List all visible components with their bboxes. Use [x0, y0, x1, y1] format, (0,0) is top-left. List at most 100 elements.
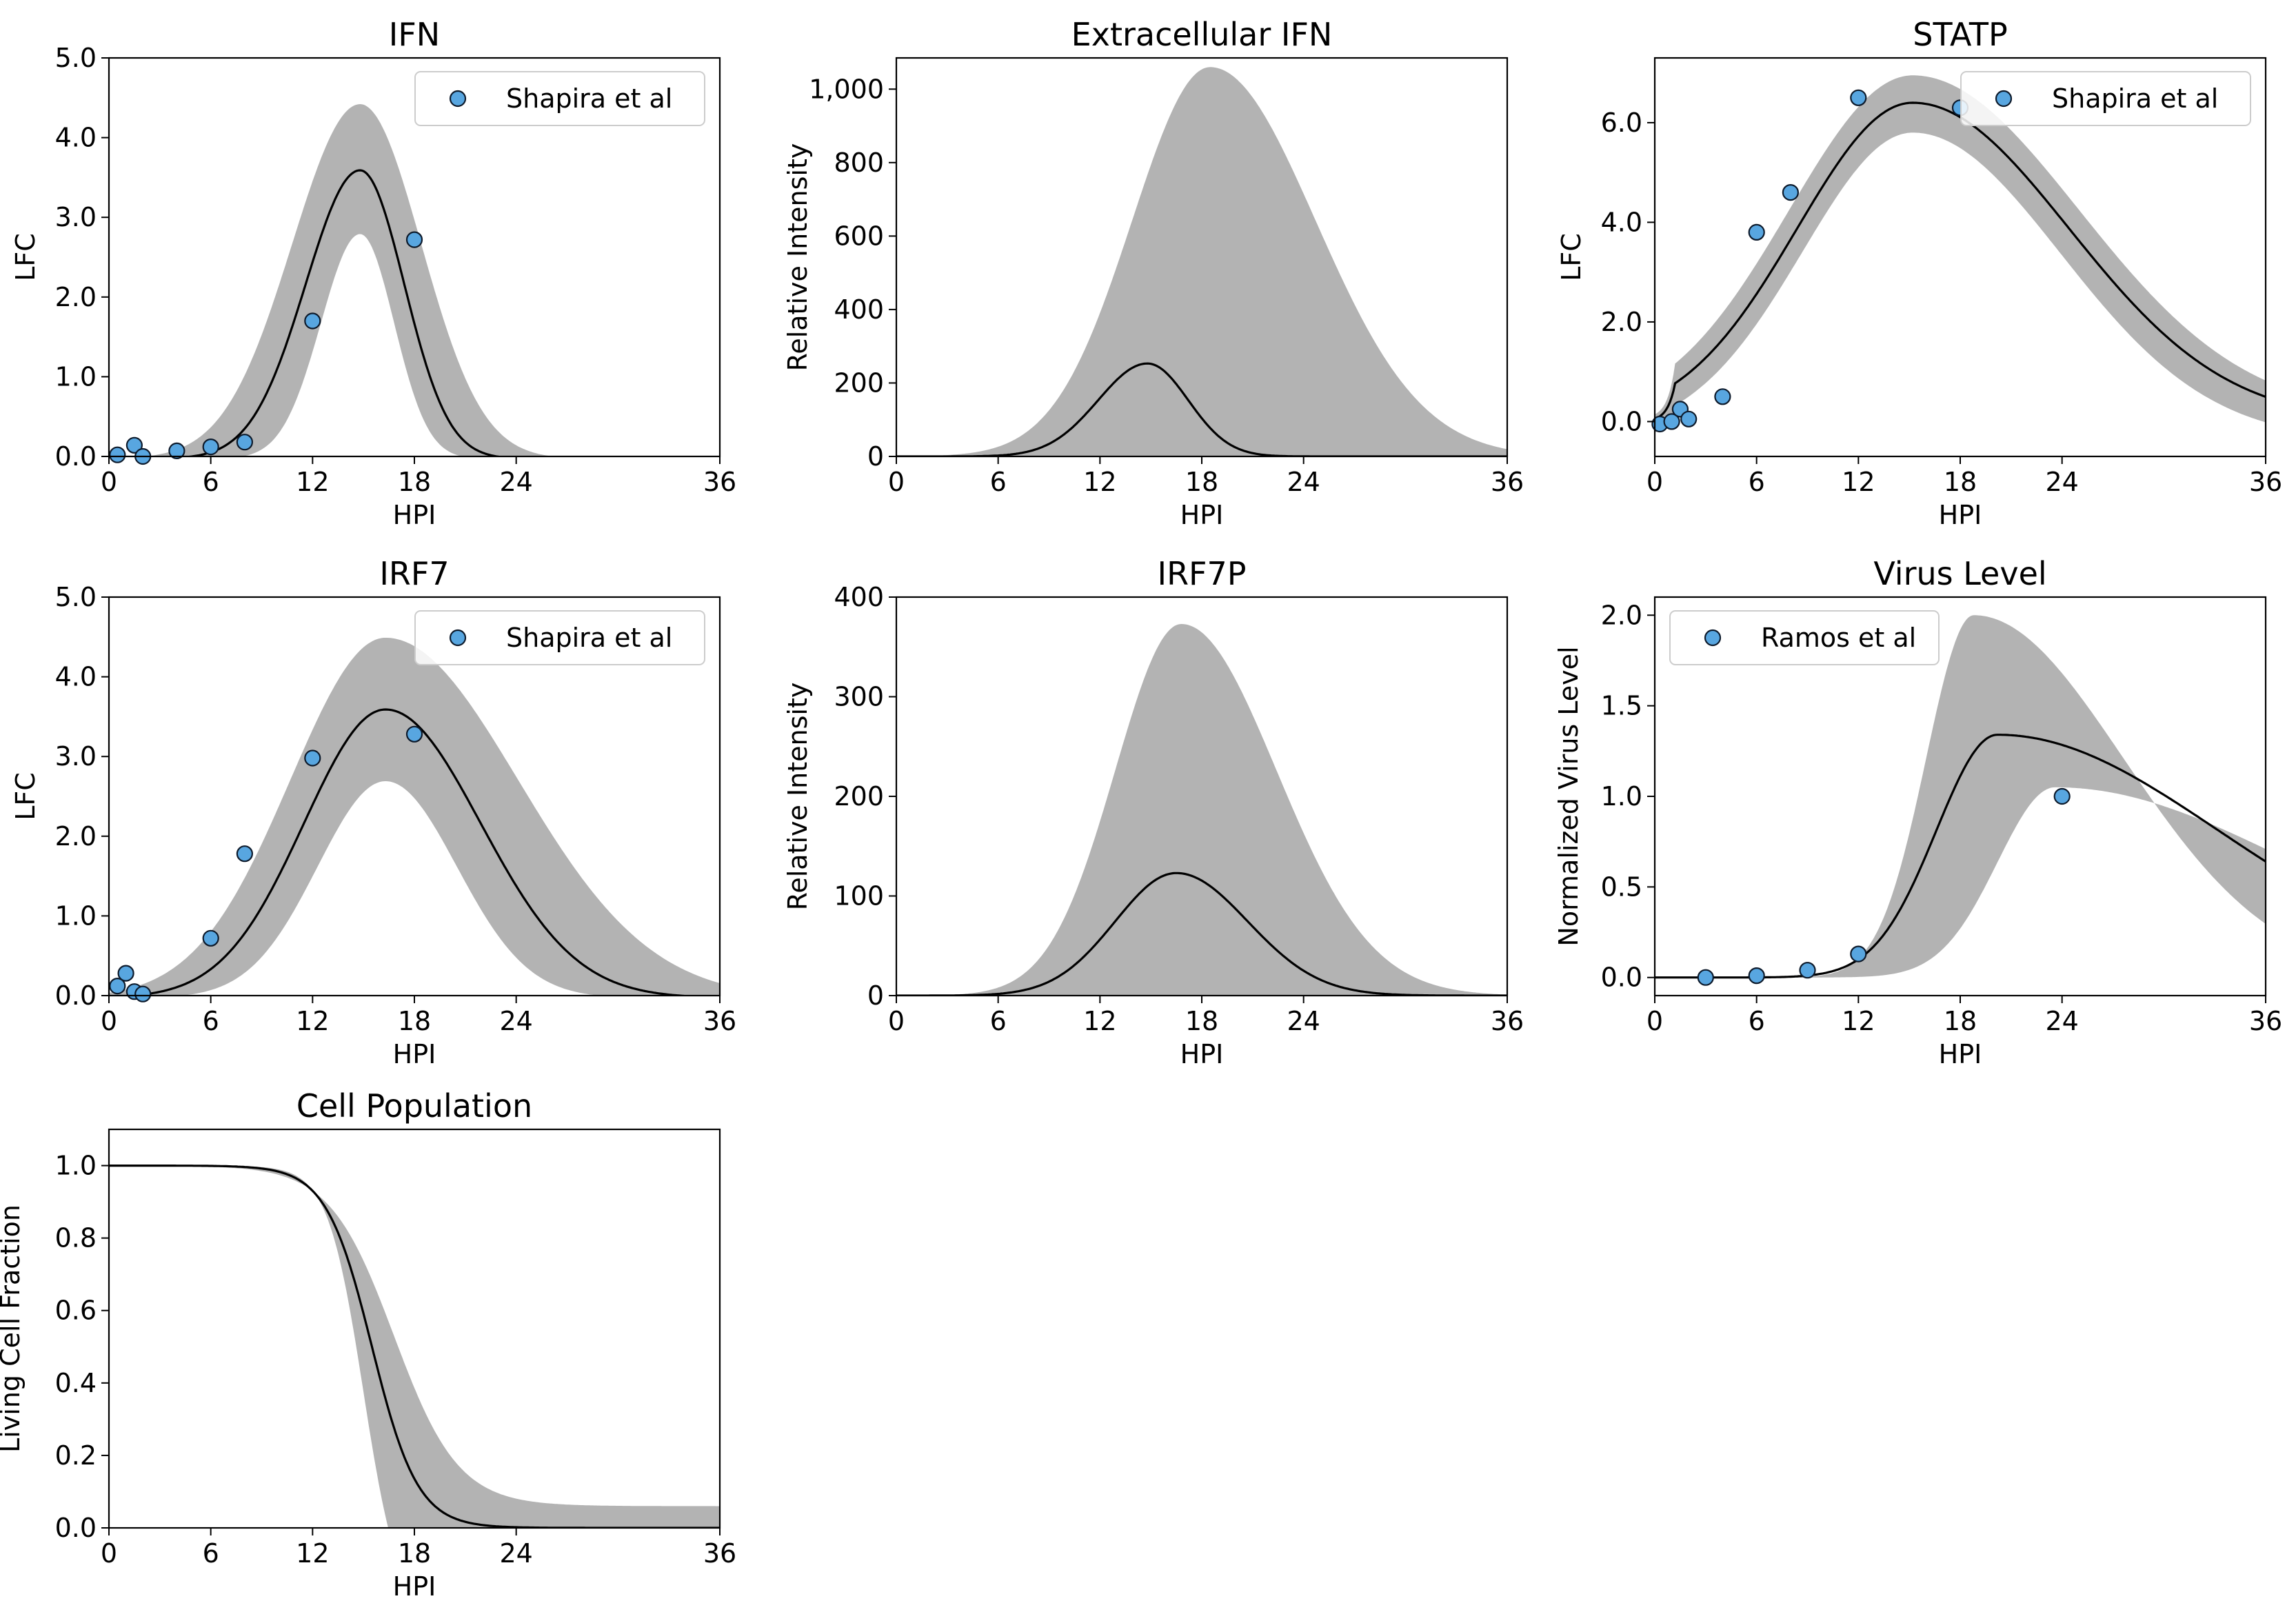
x-axis-label: HPI	[1939, 1039, 1982, 1069]
data-point	[109, 446, 126, 463]
chart-title: Cell Population	[296, 1087, 532, 1125]
x-tick-label: 36	[1491, 1006, 1524, 1036]
legend: Shapira et al	[1960, 71, 2251, 126]
x-tick-label: 18	[1185, 1006, 1218, 1036]
chart-ifn: 0 6 12 18 24 36 0.0 1.0 2.0 3.0 4.0 5.0 IFN HPI LFC Sha…	[10, 16, 736, 530]
x-tick-label: 18	[1185, 467, 1218, 497]
y-tick-label: 2.0	[1601, 600, 1642, 630]
legend-label: Ramos et al	[1761, 623, 1916, 653]
uncertainty-band	[1655, 615, 2266, 978]
data-point	[2053, 787, 2071, 805]
chart-statp: 0 6 12 18 24 36 0.0 2.0 4.0 6.0 STATP HPI LFC Shapira…	[1556, 16, 2282, 530]
x-tick-label: 24	[499, 1538, 532, 1569]
y-tick-label: 0	[867, 980, 884, 1011]
data-point	[236, 434, 253, 451]
legend-label: Shapira et al	[506, 83, 672, 114]
legend-box	[1669, 610, 1940, 665]
y-axis-label: LFC	[10, 233, 41, 281]
y-tick-label: 3.0	[55, 202, 97, 232]
x-tick-label: 18	[398, 1538, 431, 1569]
x-tick-label: 6	[203, 1006, 219, 1036]
data-point	[117, 965, 134, 982]
y-tick-label: 100	[834, 881, 884, 911]
data-point	[405, 231, 423, 248]
data-point	[1850, 945, 1867, 963]
y-tick-label: 300	[834, 682, 884, 712]
x-tick-label: 0	[101, 1538, 117, 1569]
data-point	[236, 845, 253, 863]
legend-marker	[1704, 629, 1722, 647]
uncertainty-band	[145, 104, 554, 456]
x-tick-label: 12	[1083, 467, 1116, 497]
legend-marker	[1995, 90, 2013, 108]
x-axis-label: HPI	[1939, 500, 1982, 530]
x-tick-label: 12	[1842, 1006, 1875, 1036]
x-tick-label: 36	[703, 1538, 736, 1569]
x-tick-label: 0	[888, 1006, 905, 1036]
y-tick-label: 0.5	[1601, 872, 1642, 902]
y-tick-label: 4.0	[55, 662, 97, 692]
x-tick-label: 0	[101, 1006, 117, 1036]
x-tick-label: 12	[296, 467, 329, 497]
y-tick-label: 1.0	[55, 900, 97, 931]
y-tick-label: 1.0	[55, 1151, 97, 1181]
mean-line	[117, 708, 698, 996]
x-tick-label: 36	[703, 1006, 736, 1036]
x-axis-label: HPI	[393, 500, 436, 530]
data-point	[1697, 969, 1714, 986]
data-point	[1663, 413, 1680, 430]
x-tick-label: 18	[1944, 1006, 1977, 1036]
x-axis-label: HPI	[393, 1039, 436, 1069]
x-tick-label: 6	[990, 467, 1007, 497]
mean-line	[896, 362, 1507, 456]
y-tick-label: 5.0	[55, 43, 97, 73]
y-tick-label: 800	[834, 148, 884, 178]
legend-box	[414, 71, 705, 126]
y-axis-label: LFC	[10, 772, 41, 820]
y-axis-label: Normalized Virus Level	[1553, 646, 1584, 946]
chart-title: STATP	[1913, 16, 2007, 53]
data-point	[1748, 223, 1765, 241]
x-tick-label: 24	[2045, 467, 2078, 497]
x-axis-label: HPI	[1180, 500, 1224, 530]
y-tick-label: 200	[834, 367, 884, 398]
legend: Shapira et al	[414, 71, 705, 126]
uncertainty-band	[1655, 75, 2266, 432]
x-tick-label: 0	[1647, 1006, 1663, 1036]
y-axis-label: Relative Intensity	[783, 683, 813, 911]
chart-cell-population: 0 6 12 18 24 36 0.0 0.2 0.4 0.6 0.8 1.0 Cell Populat…	[0, 1087, 736, 1602]
y-tick-label: 0.8	[55, 1223, 97, 1253]
legend-box	[414, 610, 705, 665]
legend-label: Shapira et al	[2052, 83, 2218, 114]
legend: Ramos et al	[1669, 610, 1940, 665]
x-tick-label: 24	[2045, 1006, 2078, 1036]
chart-title: IFN	[389, 16, 440, 53]
legend-marker	[449, 629, 467, 647]
data-point	[134, 985, 152, 1003]
x-tick-label: 6	[990, 1006, 1007, 1036]
x-tick-label: 0	[1647, 467, 1663, 497]
x-tick-label: 0	[888, 467, 905, 497]
chart-irf7p: 0 6 12 18 24 36 0 100 200 300 400 IRF7P HPI Relative …	[783, 555, 1524, 1069]
legend-marker	[449, 90, 467, 108]
legend-label: Shapira et al	[506, 623, 672, 653]
x-tick-label: 24	[499, 467, 532, 497]
x-tick-label: 6	[1749, 467, 1765, 497]
x-tick-label: 12	[296, 1006, 329, 1036]
x-tick-label: 24	[1287, 1006, 1320, 1036]
y-tick-label: 1,000	[809, 74, 884, 104]
data-point	[168, 442, 185, 460]
chart-title: IRF7	[379, 555, 449, 592]
y-axis-label: LFC	[1556, 233, 1587, 281]
x-tick-label: 36	[2249, 467, 2282, 497]
y-tick-label: 400	[834, 582, 884, 612]
x-tick-label: 0	[101, 467, 117, 497]
chart-title: Virus Level	[1873, 555, 2046, 592]
y-tick-label: 400	[834, 294, 884, 325]
x-tick-label: 18	[398, 467, 431, 497]
y-tick-label: 0.0	[55, 980, 97, 1011]
y-tick-label: 0.0	[55, 1513, 97, 1543]
y-tick-label: 1.0	[1601, 781, 1642, 812]
data-point	[125, 436, 143, 454]
data-point	[304, 312, 321, 330]
